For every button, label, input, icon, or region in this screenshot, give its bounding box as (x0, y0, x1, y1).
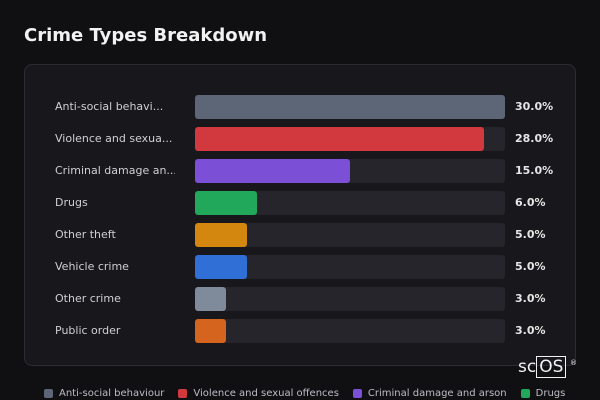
bar (195, 159, 350, 183)
bar-row: Other crime 3.0% (25, 287, 575, 311)
bar-label: Anti-social behavi... (55, 100, 164, 113)
chart-title: Crime Types Breakdown (24, 25, 268, 46)
legend-label: Violence and sexual offences (193, 387, 339, 399)
bar-value-label: 28.0% (515, 132, 554, 145)
bar-track (195, 287, 505, 311)
bar-label: Drugs (55, 196, 88, 209)
bar-label: Vehicle crime (55, 260, 129, 273)
scos-logo: sc OS ® (518, 356, 577, 378)
legend-swatch (178, 388, 188, 398)
bar-track (195, 191, 505, 215)
bar-label: Public order (55, 324, 121, 337)
logo-registered-mark: ® (570, 359, 577, 367)
bar-row: Drugs 6.0% (25, 191, 575, 215)
bar-row: Anti-social behavi... 30.0% (25, 95, 575, 119)
bar-track (195, 159, 505, 183)
legend-item: Anti-social behaviour (44, 388, 164, 399)
bar-track (195, 319, 505, 343)
bar-value-label: 3.0% (515, 324, 546, 337)
bar-label: Criminal damage an... (55, 164, 175, 177)
bar-row: Criminal damage an... 15.0% (25, 159, 575, 183)
bar (195, 95, 505, 119)
bar-value-label: 30.0% (515, 100, 554, 113)
legend-item: Violence and sexual offences (178, 388, 339, 399)
bar-track (195, 255, 505, 279)
bar-label: Violence and sexua... (55, 132, 173, 145)
legend-item: Criminal damage and arson (352, 387, 507, 399)
bar-label: Other theft (55, 228, 116, 241)
bar (195, 287, 226, 311)
bar (195, 319, 226, 343)
legend-item: Drugs (520, 387, 566, 399)
bar-row: Other theft 5.0% (25, 223, 575, 247)
legend-label: Anti-social behaviour (59, 387, 165, 399)
legend-swatch (520, 388, 530, 398)
bar-value-label: 6.0% (515, 196, 546, 209)
logo-prefix: sc (518, 357, 537, 377)
bar-value-label: 3.0% (515, 292, 546, 305)
bar-track (195, 223, 505, 247)
legend-swatch (352, 388, 362, 398)
bar-value-label: 15.0% (515, 164, 554, 177)
bar (195, 223, 247, 247)
bar-value-label: 5.0% (515, 260, 546, 273)
bar-track (195, 95, 505, 119)
bar-row: Vehicle crime 5.0% (25, 255, 575, 279)
legend-swatch (44, 388, 53, 398)
chart-legend: Anti-social behaviour Violence and sexual… (44, 386, 579, 400)
bar (195, 255, 247, 279)
bar-row: Public order 3.0% (25, 319, 575, 343)
legend-label: Drugs (535, 387, 566, 399)
bar-value-label: 5.0% (515, 228, 546, 241)
logo-boxed: OS (536, 356, 567, 378)
legend-label: Criminal damage and arson (367, 387, 507, 399)
bar (195, 127, 484, 151)
chart-card: Anti-social behavi... 30.0% Violence and s… (24, 64, 576, 366)
bar (195, 191, 257, 215)
bar-label: Other crime (55, 292, 121, 305)
bar-row: Violence and sexua... 28.0% (25, 127, 575, 151)
bar-track (195, 127, 505, 151)
